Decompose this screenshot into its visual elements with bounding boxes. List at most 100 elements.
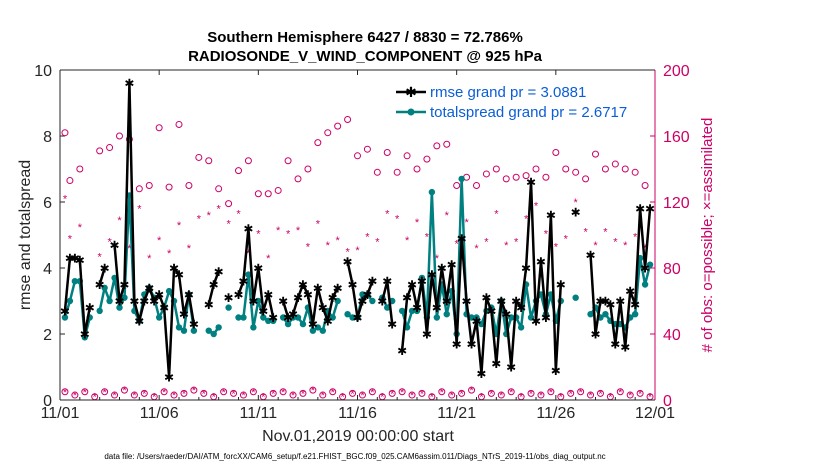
x-tick-label: 11/26 [536,405,575,422]
y2-tick-label: 0 [663,393,672,410]
y-tick-label: 6 [43,195,52,212]
obs-possible-point [552,149,560,156]
y2-tick-label: 160 [663,129,690,146]
totalspread-point [359,291,366,298]
rmse-point: ✱ [100,262,110,276]
obs-assimilated-point: * [246,248,251,260]
obs-assimilated-point: * [588,390,593,402]
obs-assimilated-point: * [152,392,157,404]
obs-assimilated-point: * [251,387,256,399]
obs-possible-point [354,152,361,160]
totalspread-point [260,314,267,321]
totalspread-point [631,311,639,318]
obs-possible-point [482,170,490,178]
obs-assimilated-point: * [217,204,222,216]
totalspread-point [468,314,475,321]
rmse-point: ✱ [442,295,452,309]
totalspread-point [284,320,292,328]
obs-assimilated-point: * [469,385,474,397]
rmse-line [400,180,563,375]
obs-possible-point [165,183,173,191]
obs-assimilated-point: * [345,247,350,259]
rmse-point: ✱ [511,295,521,309]
rmse-point: ✱ [590,328,600,342]
rmse-line [346,261,374,319]
obs-possible-point [636,389,644,397]
rmse-point: ✱ [496,295,506,309]
obs-possible-point [71,391,79,399]
obs-assimilated-point: * [157,235,162,247]
x-tick-label: 12/01 [635,405,675,422]
obs-possible-point [324,129,332,137]
obs-possible-point [542,173,550,181]
obs-assimilated-point: * [455,238,460,250]
y-axis-label: rmse and totalspread [17,160,34,310]
totalspread-point [334,297,341,305]
obs-possible-point [487,389,495,397]
obs-possible-point [135,185,143,193]
obs-possible-point [358,391,366,399]
obs-possible-point [215,185,223,193]
obs-possible-point [502,175,510,183]
rmse-point: ✱ [481,291,491,305]
obs-assimilated-point: * [137,204,142,216]
obs-possible-point [532,165,540,173]
x-axis-ticks: 11/01 11/06 11/11 11/16 11/21 11/26 12/01 [41,70,675,422]
y-tick-label: 0 [43,393,52,410]
obs-assimilated-point: * [296,225,301,237]
rmse-point: ✱ [80,328,90,342]
obs-assimilated-point: * [648,392,653,404]
rmse-point: ✱ [139,295,149,309]
rmse-point: ✱ [134,314,144,328]
obs-assimilated-point: * [73,390,78,402]
obs-assimilated-point: * [583,227,588,239]
rmse-line [589,207,652,349]
totalspread-point [369,297,376,305]
totalspread-point [225,304,232,311]
obs-assimilated-point: * [172,390,177,402]
rmse-point: ✱ [308,318,318,332]
obs-possible-point [66,177,74,185]
obs-assimilated-point: * [107,237,112,249]
obs-possible-point [413,165,421,173]
obs-assimilated-point: * [380,392,385,404]
y-tick-label: 2 [43,327,52,344]
totalspread-point [309,327,317,334]
obs-assimilated-point: * [336,235,341,247]
obs-assimilated-point: * [628,390,633,402]
rmse-point: ✱ [531,314,541,328]
obs-assimilated-point: * [554,242,559,254]
rmse-point: ✱ [238,275,248,289]
y-tick-label: 4 [43,261,52,278]
rmse-point: ✱ [452,337,462,351]
obs-assimilated-point: * [177,220,182,232]
rmse-point: ✱ [224,291,234,305]
rmse-point: ✱ [586,248,596,262]
y-tick-label: 10 [34,63,52,80]
obs-assimilated-point: * [142,388,147,400]
rmse-point: ✱ [114,295,124,309]
obs-assimilated-point: * [638,388,643,400]
obs-assimilated-point: * [93,392,98,404]
obs-assimilated-point: * [440,387,445,399]
obs-assimilated-point: * [207,210,212,222]
rmse-line [63,256,91,336]
obs-assimilated-point: * [221,387,226,399]
obs-possible-point [111,391,119,399]
obs-possible-point [393,168,401,176]
obs-assimilated-point: * [479,392,484,404]
obs-possible-point [160,388,168,396]
totalspread-point [508,314,515,321]
obs-possible-point [572,168,580,176]
totalspread-point [240,314,247,321]
obs-possible-point [443,140,451,148]
obs-assimilated-point: * [331,387,336,399]
x-tick-label: 11/01 [41,405,80,422]
obs-assimilated-point: * [425,232,430,244]
obs-possible-point [547,388,555,396]
rmse-point: ✱ [253,262,263,276]
rmse-line [381,279,394,325]
obs-assimilated-point: * [569,388,574,400]
obs-assimilated-point: * [509,387,514,399]
y2-tick-label: 40 [663,327,681,344]
